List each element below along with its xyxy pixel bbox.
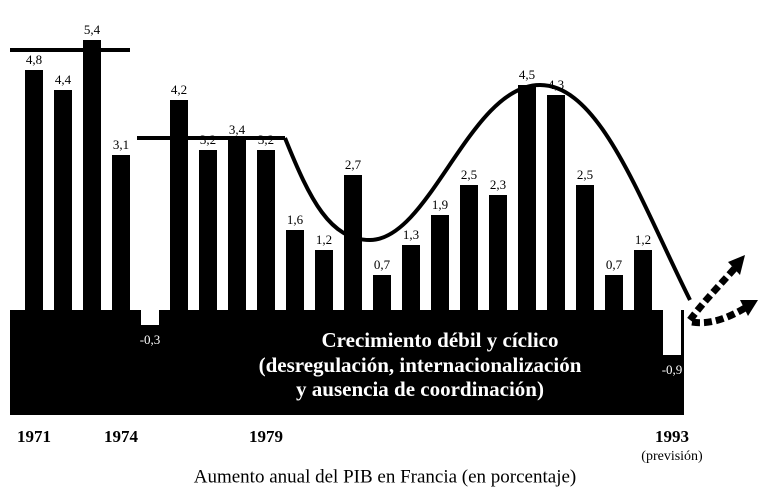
bar xyxy=(199,150,217,310)
value-label: 0,7 xyxy=(606,257,623,272)
value-label: -0,3 xyxy=(140,332,161,347)
value-label: 4,5 xyxy=(519,67,535,82)
bar xyxy=(489,195,507,310)
value-label: 1,6 xyxy=(287,212,304,227)
value-label: 5,4 xyxy=(84,22,101,37)
value-label: 3,4 xyxy=(229,122,246,137)
bar xyxy=(518,85,536,310)
x-tick-label: 1974 xyxy=(104,427,139,446)
bar xyxy=(663,310,681,355)
value-label: 2,7 xyxy=(345,157,362,172)
value-label: 4,8 xyxy=(26,52,42,67)
arrow-head xyxy=(740,300,758,316)
bars xyxy=(25,40,681,355)
x-tick-label: 1993 xyxy=(655,427,689,446)
value-label: -0,9 xyxy=(662,362,683,377)
bar xyxy=(344,175,362,310)
value-label: 4,4 xyxy=(55,72,72,87)
bar xyxy=(25,70,43,310)
bar xyxy=(460,185,478,310)
value-label: 1,2 xyxy=(635,232,651,247)
bar xyxy=(547,95,565,310)
value-label: 3,2 xyxy=(258,132,274,147)
value-label: 2,5 xyxy=(461,167,477,182)
bar xyxy=(315,250,333,310)
value-label: 1,9 xyxy=(432,197,448,212)
bar xyxy=(228,140,246,310)
x-tick-label: 1979 xyxy=(249,427,283,446)
bar xyxy=(402,245,420,310)
trend-curve xyxy=(283,82,692,301)
bar xyxy=(431,215,449,310)
bar xyxy=(257,150,275,310)
value-label: 3,2 xyxy=(200,132,216,147)
band xyxy=(10,310,684,415)
value-label: 4,3 xyxy=(548,77,564,92)
x-axis-label: Aumento anual del PIB en Francia (en por… xyxy=(194,466,577,487)
bar xyxy=(373,275,391,310)
band-text: y ausencia de coordinación) xyxy=(296,377,544,401)
value-label: 1,3 xyxy=(403,227,419,242)
value-label: 1,2 xyxy=(316,232,332,247)
bar xyxy=(54,90,72,310)
bar xyxy=(576,185,594,310)
value-label: 2,5 xyxy=(577,167,593,182)
bar xyxy=(170,100,188,310)
bar xyxy=(112,155,130,310)
value-label: 2,3 xyxy=(490,177,506,192)
band-text: Crecimiento débil y cíclico xyxy=(322,328,559,352)
value-label: 3,1 xyxy=(113,137,129,152)
bar xyxy=(286,230,304,310)
arrow-head xyxy=(728,255,745,275)
value-label: 4,2 xyxy=(171,82,187,97)
arrow xyxy=(691,304,747,327)
bar xyxy=(141,310,159,325)
band-text: (desregulación, internacionalización xyxy=(259,353,582,377)
value-label: 0,7 xyxy=(374,257,391,272)
annotation: (previsión) xyxy=(641,449,703,464)
bar xyxy=(634,250,652,310)
arrow xyxy=(687,265,738,323)
bar xyxy=(605,275,623,310)
bar xyxy=(83,40,101,310)
x-tick-label: 1971 xyxy=(17,427,51,446)
